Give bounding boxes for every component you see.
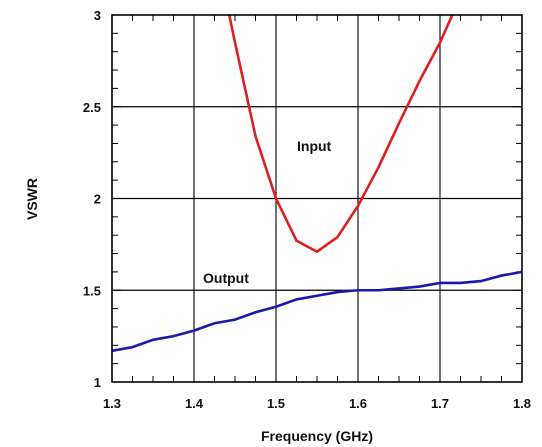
- series-line-input: [227, 14, 454, 254]
- x-tick-label: 1.6: [349, 396, 367, 411]
- x-tick-label: 1.5: [267, 396, 285, 411]
- x-tick-label: 1.7: [431, 396, 449, 411]
- series-label-input: Input: [297, 138, 332, 154]
- y-tick-label: 1: [94, 375, 101, 390]
- x-axis-title: Frequency (GHz): [261, 428, 373, 444]
- series-label-output: Output: [203, 270, 249, 286]
- x-tick-label: 1.3: [103, 396, 121, 411]
- tick-labels: 1.3 1.4 1.5 1.6 1.7 1.8 1 1.5 2 2.5 3: [83, 8, 531, 411]
- y-tick-label: 3: [94, 8, 101, 23]
- series-lines: [111, 14, 523, 353]
- y-tick-label: 2.5: [83, 100, 101, 115]
- plot-frame: [111, 14, 523, 383]
- y-tick-label: 2: [94, 192, 101, 207]
- y-axis-title: VSWR: [24, 178, 40, 220]
- series-line-output: [111, 270, 523, 353]
- x-tick-label: 1.8: [513, 396, 531, 411]
- series-labels: Input Output: [203, 138, 332, 286]
- minor-ticks: [112, 15, 522, 382]
- y-tick-label: 1.5: [83, 283, 101, 298]
- x-tick-label: 1.4: [185, 396, 204, 411]
- gridlines: [112, 15, 522, 382]
